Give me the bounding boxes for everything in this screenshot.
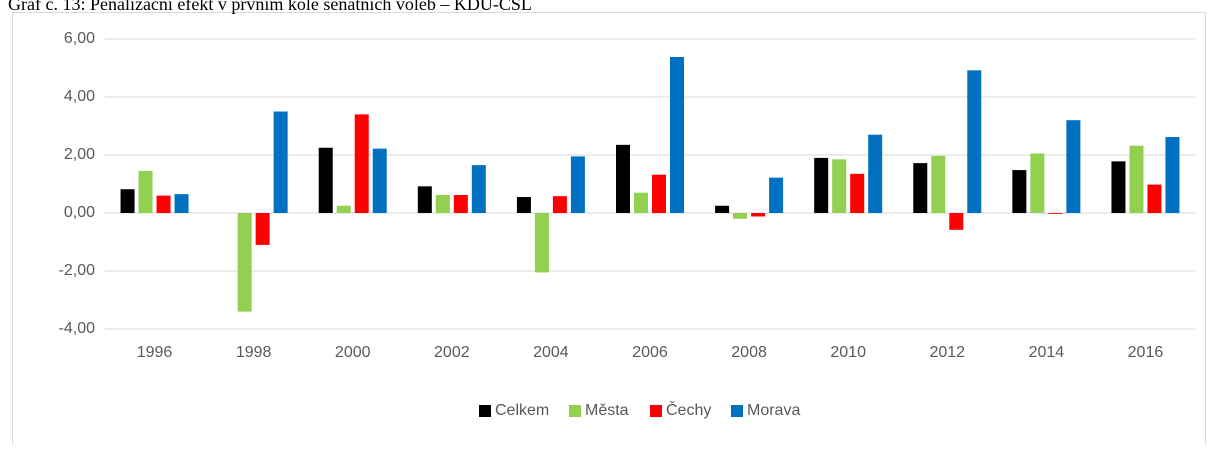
bar bbox=[120, 189, 135, 213]
chart-title: Graf č. 13: Penalizační efekt v prvním k… bbox=[8, 0, 532, 14]
y-tick-label: -4,00 bbox=[59, 320, 96, 337]
bar bbox=[372, 148, 387, 213]
bar bbox=[156, 195, 171, 213]
y-tick-label: 4,00 bbox=[64, 88, 95, 105]
bar bbox=[354, 114, 369, 213]
bar bbox=[652, 174, 666, 213]
legend-label: Města bbox=[585, 402, 629, 419]
bar bbox=[616, 144, 630, 213]
bar bbox=[237, 213, 252, 312]
bar bbox=[814, 157, 829, 213]
bar bbox=[1066, 120, 1081, 213]
bar bbox=[471, 165, 486, 213]
legend-label: Čechy bbox=[666, 400, 711, 419]
bar bbox=[516, 197, 531, 213]
bar bbox=[1048, 213, 1063, 214]
chart-frame bbox=[12, 12, 1206, 450]
x-tick-label: 1996 bbox=[137, 344, 173, 361]
x-tick-label: 2000 bbox=[335, 344, 371, 361]
bar bbox=[949, 213, 964, 230]
bar bbox=[769, 177, 784, 213]
bar bbox=[931, 155, 946, 213]
bar bbox=[1012, 170, 1027, 213]
legend-label: Celkem bbox=[495, 402, 549, 419]
bar bbox=[832, 159, 847, 213]
bar bbox=[1129, 145, 1144, 213]
x-tick-label: 2010 bbox=[830, 344, 866, 361]
bar bbox=[255, 213, 270, 245]
legend-swatch bbox=[569, 405, 581, 417]
bar bbox=[967, 70, 982, 213]
y-tick-label: 0,00 bbox=[64, 204, 95, 221]
legend-swatch bbox=[650, 405, 662, 417]
y-tick-label: 6,00 bbox=[64, 30, 95, 47]
bar bbox=[570, 156, 585, 213]
bar bbox=[850, 173, 865, 213]
bar bbox=[634, 192, 648, 213]
x-tick-label: 2016 bbox=[1128, 344, 1164, 361]
legend-label: Morava bbox=[747, 402, 800, 419]
bar bbox=[534, 213, 549, 273]
bar bbox=[273, 111, 288, 213]
bar bbox=[868, 134, 883, 213]
bar bbox=[318, 147, 333, 213]
bar bbox=[435, 195, 450, 213]
bar bbox=[1165, 137, 1180, 213]
x-tick-label: 2008 bbox=[731, 344, 767, 361]
bar bbox=[417, 186, 432, 213]
bar bbox=[733, 213, 748, 219]
legend-swatch bbox=[731, 405, 743, 417]
bar bbox=[715, 205, 730, 213]
x-tick-label: 2004 bbox=[533, 344, 569, 361]
legend-swatch bbox=[479, 405, 491, 417]
bar bbox=[1147, 184, 1162, 213]
x-tick-label: 1998 bbox=[236, 344, 272, 361]
bar bbox=[174, 194, 189, 213]
bar bbox=[336, 205, 351, 213]
bar bbox=[751, 213, 766, 217]
y-tick-label: 2,00 bbox=[64, 146, 95, 163]
bar bbox=[1111, 161, 1126, 213]
bar bbox=[913, 163, 928, 213]
bar bbox=[552, 196, 567, 213]
x-tick-label: 2012 bbox=[929, 344, 965, 361]
bar bbox=[138, 170, 153, 213]
bar bbox=[453, 195, 468, 213]
bar bbox=[670, 56, 684, 214]
x-tick-label: 2014 bbox=[1029, 344, 1065, 361]
x-tick-label: 2002 bbox=[434, 344, 470, 361]
y-tick-label: -2,00 bbox=[59, 262, 96, 279]
x-tick-label: 2006 bbox=[632, 344, 668, 361]
bar bbox=[1030, 153, 1045, 213]
